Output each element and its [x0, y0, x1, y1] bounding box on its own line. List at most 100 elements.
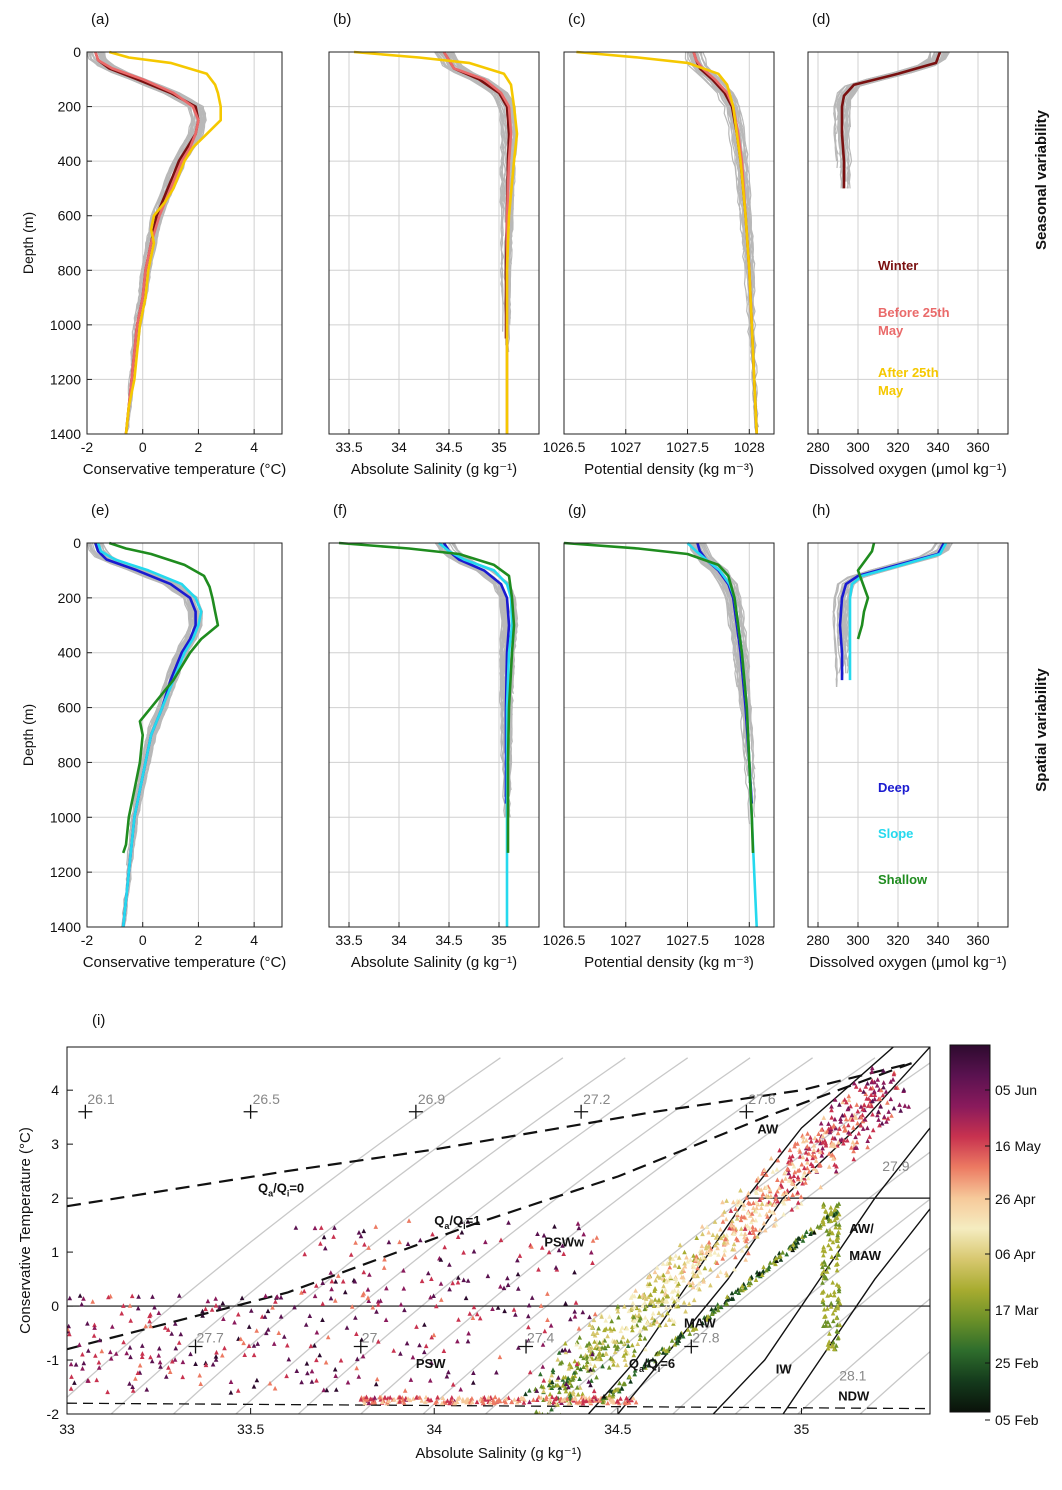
scatter-point — [540, 1364, 546, 1369]
scatter-point — [687, 1331, 693, 1336]
scatter-point — [526, 1302, 532, 1308]
scatter-point — [768, 1200, 773, 1206]
scatter-point — [503, 1396, 509, 1401]
scatter-point — [773, 1216, 779, 1222]
scatter-point — [623, 1362, 629, 1367]
scatter-point — [732, 1266, 737, 1272]
x-tick-label: -2 — [81, 439, 94, 455]
scatter-point — [463, 1295, 469, 1301]
scatter-point — [576, 1225, 582, 1231]
scatter-point — [197, 1372, 202, 1378]
scatter-point — [784, 1190, 789, 1195]
cross-marker — [188, 1339, 203, 1354]
scatter-point — [699, 1248, 705, 1254]
scatter-point — [329, 1278, 335, 1284]
scatter-point — [595, 1356, 600, 1362]
scatter-point — [826, 1339, 832, 1344]
scatter-point — [627, 1374, 632, 1379]
scatter-point — [672, 1319, 677, 1324]
scatter-point — [821, 1252, 826, 1258]
scatter-point — [278, 1314, 284, 1319]
scatter-point — [825, 1306, 830, 1311]
scatter-point — [213, 1354, 219, 1359]
scatter-point — [366, 1400, 372, 1406]
scatter-point — [467, 1311, 473, 1316]
x-tick-label: 1026.5 — [543, 932, 586, 948]
scatter-point — [464, 1399, 469, 1405]
scatter-point — [572, 1358, 578, 1364]
scatter-point — [744, 1195, 749, 1200]
scatter-point — [555, 1357, 561, 1362]
scatter-point — [729, 1290, 735, 1296]
scatter-point — [574, 1341, 579, 1347]
scatter-point — [490, 1397, 496, 1403]
series-line — [94, 51, 200, 435]
scatter-point — [569, 1364, 574, 1370]
scatter-point — [819, 1153, 825, 1158]
scatter-point — [383, 1317, 389, 1322]
scatter-point — [897, 1102, 902, 1107]
scatter-point — [799, 1177, 804, 1183]
mixing-label-1: Qa/Qi=1 — [434, 1213, 480, 1231]
isopycnal-line — [422, 1057, 876, 1414]
scatter-point — [661, 1272, 666, 1278]
mixing-line-1 — [67, 1062, 912, 1351]
scatter-point — [835, 1335, 841, 1341]
scatter-point — [650, 1315, 655, 1321]
scatter-point — [656, 1297, 662, 1302]
scatter-point — [831, 1346, 837, 1352]
scatter-point — [276, 1330, 282, 1335]
scatter-point — [836, 1229, 841, 1235]
panel-b: 33.5 34 34.5 35 Absolute Salinity (g kg⁻¹) (b… — [328, 11, 540, 478]
scatter-point — [875, 1112, 880, 1118]
scatter-point — [834, 1202, 840, 1208]
scatter-point — [691, 1297, 697, 1303]
scatter-point — [397, 1399, 402, 1404]
scatter-point — [846, 1093, 852, 1099]
scatter-point — [536, 1421, 541, 1426]
scatter-point — [659, 1301, 665, 1306]
scatter-point — [254, 1328, 259, 1333]
scatter-point — [750, 1217, 756, 1222]
scatter-point — [825, 1342, 831, 1347]
scatter-point — [575, 1365, 581, 1370]
scatter-point — [631, 1352, 637, 1358]
scatter-point — [592, 1363, 597, 1368]
scatter-point — [845, 1106, 851, 1112]
x-tick-label: 280 — [806, 439, 830, 455]
scatter-point — [781, 1211, 786, 1217]
colorbar-tick-label: 06 Apr — [995, 1246, 1036, 1262]
x-tick-label: 33.5 — [237, 1421, 264, 1437]
y-tick-label: -2 — [47, 1406, 60, 1422]
scatter-point — [410, 1354, 416, 1360]
scatter-point — [676, 1255, 682, 1260]
scatter-point — [805, 1131, 810, 1136]
scatter-point — [596, 1325, 601, 1331]
panel-g: 1026.5 1027 1027.5 1028 Potential density (k… — [543, 502, 775, 971]
isopycnal-label: 27.4 — [527, 1330, 554, 1346]
scatter-point — [584, 1354, 590, 1359]
gray-profile — [833, 51, 931, 162]
scatter-point — [804, 1137, 809, 1143]
scatter-point — [585, 1368, 591, 1373]
scatter-point — [865, 1080, 870, 1086]
scatter-point — [800, 1154, 806, 1160]
scatter-point — [657, 1349, 662, 1355]
scatter-point — [440, 1395, 446, 1400]
panel-c: 1026.5 1027 1027.5 1028 Potential density (k… — [543, 11, 775, 478]
scatter-point — [886, 1109, 891, 1114]
scatter-point — [670, 1256, 676, 1261]
scatter-point — [592, 1339, 597, 1344]
x-axis-label: Potential density (kg m⁻³) — [584, 461, 754, 478]
scatter-point — [618, 1396, 623, 1401]
scatter-point — [228, 1379, 234, 1384]
scatter-point — [336, 1273, 341, 1278]
scatter-point — [586, 1379, 591, 1384]
scatter-point — [827, 1228, 833, 1233]
scatter-point — [572, 1269, 577, 1275]
plot-frame — [66, 1046, 931, 1415]
scatter-point — [559, 1400, 564, 1405]
scatter-point — [713, 1306, 718, 1311]
plot-frame — [807, 542, 1009, 928]
scatter-point — [607, 1392, 612, 1398]
